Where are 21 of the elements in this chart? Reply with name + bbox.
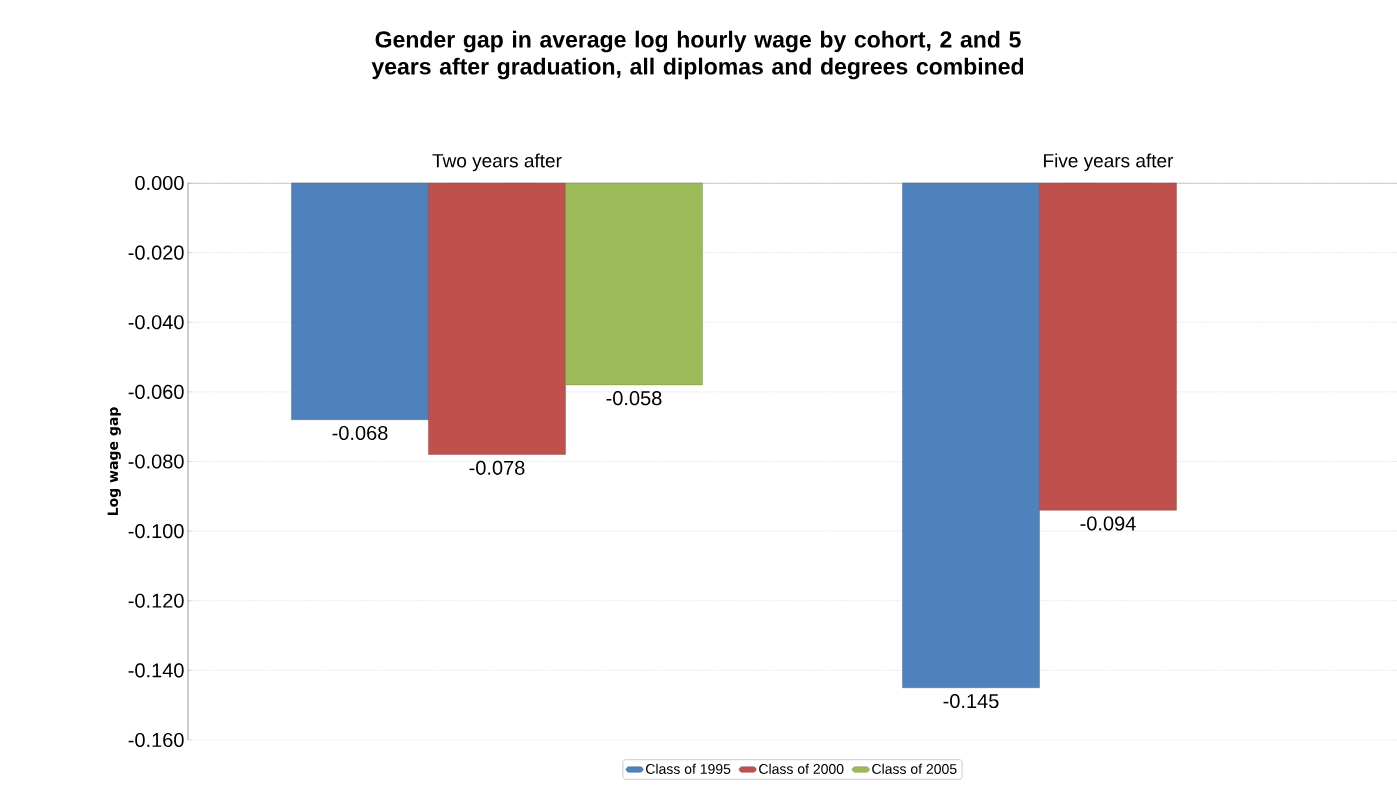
legend-label: Class of 1995	[646, 763, 731, 774]
x-tick-label: Two years after	[432, 153, 562, 172]
y-tick-label: 0.000	[135, 175, 184, 191]
y-tick-label: -0.100	[128, 524, 184, 539]
y-tick-label: -0.020	[128, 245, 184, 260]
data-label: -0.078	[469, 460, 525, 475]
legend-label: Class of 2000	[759, 763, 844, 774]
data-label: -0.058	[606, 391, 662, 406]
data-label: -0.094	[1080, 516, 1136, 531]
y-axis-title: Log wage gap	[107, 407, 121, 516]
legend-label: Class of 2005	[872, 763, 957, 774]
data-label: -0.068	[332, 425, 388, 441]
x-tick-label: Five years after	[1044, 153, 1174, 172]
chart-title: Gender gap in average log hourly wage by cohort, 2 and 5 years after graduation, all diplomas and degrees combined	[371, 30, 1024, 80]
y-tick-label: -0.160	[128, 732, 184, 748]
y-tick-label: -0.120	[128, 593, 184, 608]
y-tick-label: -0.140	[128, 663, 184, 678]
y-tick-label: -0.080	[128, 454, 184, 469]
data-label: -0.145	[943, 693, 999, 709]
y-tick-label: -0.060	[128, 384, 184, 399]
y-tick-label: -0.040	[128, 315, 184, 330]
